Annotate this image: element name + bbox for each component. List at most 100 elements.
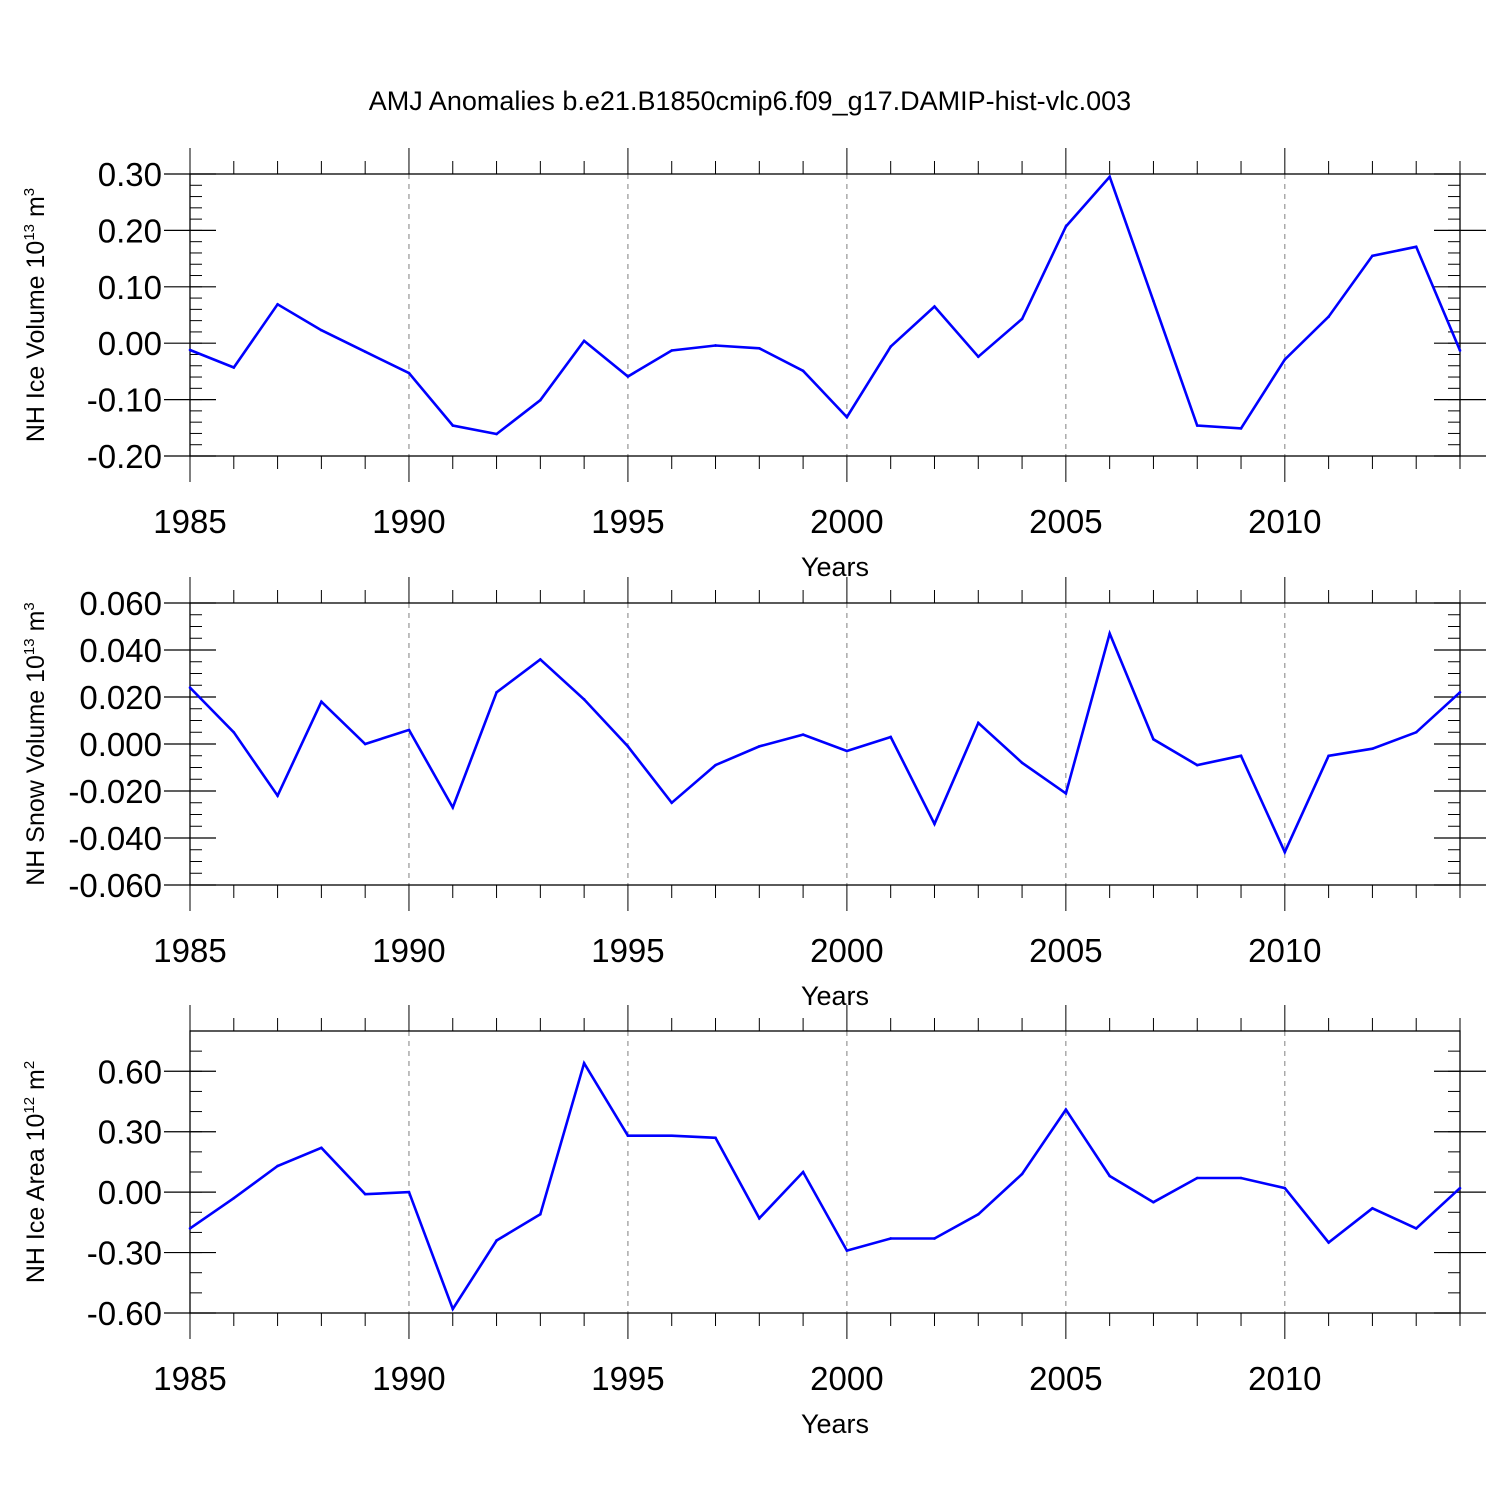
y-axis-label-text: m: [22, 196, 50, 224]
data-point: [1371, 1206, 1374, 1210]
plot-frame: [189, 602, 1461, 886]
chart-panel-3: -0.60 -0.30 0.00 0.30 0.60 1985 1990 1995 2000 20…: [21, 1005, 1486, 1439]
data-point: [276, 302, 279, 306]
data-point: [495, 1239, 498, 1242]
series-line: [189, 174, 1462, 436]
data-point: [276, 794, 279, 797]
figure-title: AMJ Anomalies b.e21.B1850cmip6.f09_g17.D…: [369, 86, 1131, 116]
data-point: [232, 730, 236, 734]
data-point: [539, 1213, 542, 1216]
data-point: [320, 1146, 323, 1150]
data-point: [758, 346, 761, 350]
x-tick-label: 2005: [1029, 1360, 1102, 1397]
x-tick-label: 2005: [1029, 932, 1102, 969]
data-point: [1064, 1108, 1068, 1111]
y-axis-label-superscript: 2: [21, 1061, 38, 1069]
y-tick-label: -0.040: [68, 820, 162, 857]
data-point: [801, 1170, 805, 1174]
data-point: [188, 348, 192, 352]
y-tick-label: -0.020: [68, 773, 162, 810]
data-point: [889, 1237, 892, 1240]
x-tick-label: 2010: [1248, 503, 1321, 540]
data-point: [451, 424, 455, 427]
data-point: [232, 366, 236, 369]
data-point: [407, 728, 411, 732]
data-point: [670, 1134, 674, 1138]
data-point: [801, 733, 805, 736]
data-point: [670, 349, 674, 352]
x-axis-label: Years: [801, 552, 869, 582]
data-point: [407, 1190, 411, 1194]
data-point: [232, 1196, 236, 1200]
data-point: [1239, 427, 1243, 430]
data-point: [933, 305, 936, 308]
plot-frame: [189, 173, 1461, 457]
y-tick-label: 0.040: [79, 632, 162, 669]
data-point: [1458, 691, 1462, 694]
series-line: [189, 629, 1461, 856]
y-axis-label-text: NH Ice Volume 10: [22, 241, 50, 443]
x-tick-label: 1985: [153, 932, 226, 969]
data-point: [714, 763, 717, 767]
data-point: [1327, 315, 1330, 318]
data-point: [495, 432, 498, 436]
data-point: [889, 345, 892, 348]
chart-panel-2: -0.060 -0.040 -0.020 0.000 0.020 0.040 0.060 19…: [21, 577, 1486, 1011]
data-point: [1327, 1241, 1330, 1244]
x-tick-label: 2010: [1248, 1360, 1321, 1397]
plot-frame: [189, 1030, 1461, 1314]
data-point: [626, 375, 630, 378]
data-point: [320, 328, 323, 332]
y-tick-label: 0.20: [98, 212, 162, 249]
data-point: [1371, 254, 1374, 258]
data-point: [1458, 349, 1462, 352]
x-tick-label: 1990: [372, 932, 445, 969]
y-tick-label: 0.00: [98, 325, 162, 362]
y-axis-label-text: m: [22, 1069, 50, 1097]
data-point: [276, 1164, 279, 1168]
data-point: [582, 1061, 586, 1065]
data-point: [539, 398, 542, 402]
y-axis-label-text: NH Ice Area 10: [22, 1114, 50, 1284]
data-point: [1371, 747, 1374, 750]
data-point: [758, 745, 761, 748]
y-tick-label: 0.060: [79, 585, 162, 622]
y-tick-label: 0.60: [98, 1053, 162, 1090]
data-point: [1108, 1174, 1111, 1178]
x-tick-label: 2000: [810, 503, 883, 540]
x-tick-label: 2010: [1248, 932, 1321, 969]
y-tick-label: -0.060: [68, 867, 162, 904]
data-point: [451, 806, 455, 809]
data-point: [1152, 299, 1155, 303]
data-point: [845, 749, 849, 753]
data-point: [626, 1134, 630, 1138]
y-axis-label: NH Snow Volume 1013 m3: [21, 602, 50, 886]
data-point: [188, 1227, 192, 1230]
y-tick-label: 0.10: [98, 269, 162, 306]
y-axis-label-superscript: 12: [21, 1097, 38, 1114]
y-axis-label-superscript: 13: [21, 224, 38, 241]
data-point: [714, 1136, 717, 1140]
data-point: [976, 355, 980, 359]
y-tick-label: -0.30: [87, 1235, 162, 1272]
data-point: [1152, 738, 1155, 741]
x-axis-label: Years: [801, 1409, 869, 1439]
x-tick-label: 1990: [372, 503, 445, 540]
x-tick-label: 2000: [810, 932, 883, 969]
y-tick-label: 0.30: [98, 1114, 162, 1151]
x-tick-label: 1995: [591, 503, 664, 540]
data-point: [407, 371, 411, 375]
data-point: [1283, 1186, 1287, 1190]
data-point: [1152, 1200, 1155, 1204]
y-tick-label: -0.60: [87, 1295, 162, 1332]
data-point: [1020, 761, 1024, 765]
data-point: [363, 742, 367, 746]
data-point: [1108, 632, 1111, 635]
data-point: [976, 721, 980, 725]
data-point: [582, 339, 586, 343]
data-point: [495, 691, 498, 694]
y-tick-label: -0.20: [87, 438, 162, 475]
data-point: [976, 1213, 980, 1216]
x-axis-label: Years: [801, 981, 869, 1011]
data-point: [1020, 1172, 1024, 1176]
